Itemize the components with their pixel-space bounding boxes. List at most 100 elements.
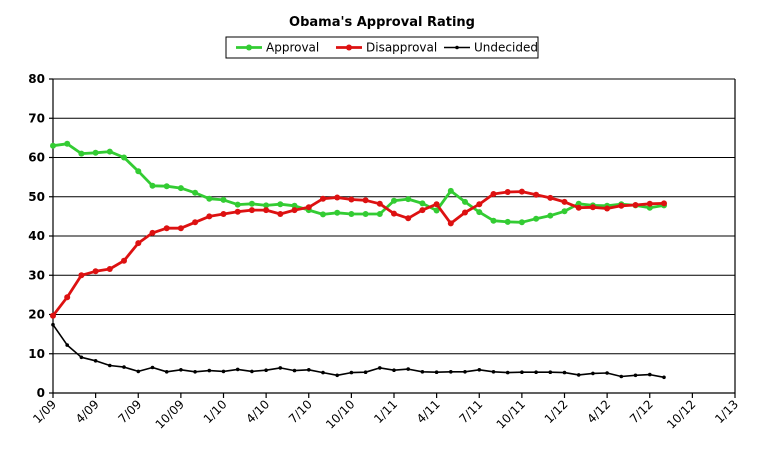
undecided-point [108, 363, 112, 368]
undecided-point [449, 370, 453, 374]
undecided-point [250, 369, 254, 374]
undecided-point [576, 373, 581, 377]
undecided-point [392, 368, 396, 373]
disapproval-point [206, 213, 213, 220]
approval-legend-label: Approval [266, 41, 319, 55]
approval-point [263, 202, 270, 209]
disapproval-point [589, 204, 596, 211]
disapproval-point [277, 211, 284, 217]
undecided-point [164, 370, 169, 374]
disapproval-point [646, 200, 653, 207]
undecided-point [207, 368, 212, 373]
disapproval-point [490, 191, 497, 197]
approval-point [177, 185, 184, 192]
undecided-point [605, 371, 609, 375]
disapproval-point [121, 257, 127, 264]
disapproval-point [547, 194, 554, 201]
y-tick-label: 10 [28, 347, 45, 361]
undecided-point [363, 370, 368, 375]
undecided-point [65, 343, 69, 347]
disapproval-point [604, 205, 611, 212]
grid-layer [53, 78, 735, 355]
disapproval-point [220, 211, 227, 217]
undecided-point [122, 365, 126, 369]
disapproval-legend-label: Disapproval [366, 41, 437, 55]
disapproval-point [533, 191, 540, 198]
undecided-point [505, 370, 510, 375]
approval-point [163, 183, 170, 190]
approval-point [362, 211, 369, 217]
approval-point [504, 218, 511, 225]
undecided-point [633, 373, 638, 378]
approval-point [433, 207, 440, 214]
undecided-point [520, 370, 524, 375]
approval-point [547, 212, 554, 219]
approval-point [476, 209, 483, 216]
disapproval-point [248, 207, 255, 214]
undecided-point [79, 355, 84, 360]
undecided-point [463, 370, 467, 374]
approval-point [220, 196, 227, 203]
approval-point [92, 149, 99, 156]
y-tick-label: 70 [28, 111, 45, 125]
undecided-point [335, 373, 340, 378]
undecided-point [321, 370, 325, 375]
y-tick-label: 20 [28, 308, 45, 322]
undecided-point [378, 366, 382, 370]
disapproval-point [433, 201, 440, 208]
disapproval-point [575, 204, 582, 211]
approval-point [149, 182, 156, 189]
disapproval-point [391, 210, 397, 217]
approval-point [234, 201, 241, 208]
approval-point [206, 195, 213, 202]
disapproval-point [405, 215, 412, 222]
approval-point [490, 217, 497, 224]
undecided-point [136, 369, 141, 374]
disapproval-point [476, 201, 483, 208]
undecided-point [264, 368, 268, 373]
disapproval-point [192, 219, 199, 226]
disapproval-point [263, 207, 270, 214]
approval-point [561, 208, 568, 215]
undecided-point [534, 370, 538, 375]
disapproval-point [334, 194, 341, 201]
disapproval-point [92, 268, 99, 275]
undecided-point [648, 372, 652, 377]
undecided-point [477, 368, 482, 372]
series-layer [50, 140, 667, 380]
approval-point [192, 189, 199, 196]
approval-point [64, 140, 71, 147]
disapproval-point [419, 207, 426, 214]
disapproval-point [135, 240, 142, 247]
approval-point [248, 200, 255, 207]
disapproval-point [504, 189, 511, 195]
approval-legend-marker [246, 44, 252, 51]
disapproval-point [106, 266, 113, 272]
disapproval-point [320, 195, 326, 202]
approval-point [291, 202, 298, 209]
legend-box [225, 36, 539, 59]
approval-point [121, 154, 127, 161]
disapproval-point [362, 197, 369, 204]
undecided-point [235, 367, 240, 372]
y-tick-label: 50 [28, 190, 45, 204]
disapproval-point [447, 220, 454, 227]
undecided-point [193, 370, 197, 374]
approval-point [106, 148, 113, 155]
disapproval-point [518, 188, 525, 195]
approval-point [50, 142, 56, 149]
chart-title: Obama's Approval Rating [289, 15, 475, 30]
undecided-point [93, 359, 98, 363]
disapproval-point [661, 200, 667, 207]
undecided-legend-marker [455, 45, 459, 50]
undecided-point [278, 366, 283, 370]
disapproval-point [305, 204, 312, 211]
disapproval-point [64, 294, 71, 301]
approval-point [277, 201, 284, 208]
disapproval-point [632, 202, 639, 208]
disapproval-point [462, 209, 468, 216]
undecided-point [221, 369, 226, 374]
approval-point [518, 219, 525, 226]
